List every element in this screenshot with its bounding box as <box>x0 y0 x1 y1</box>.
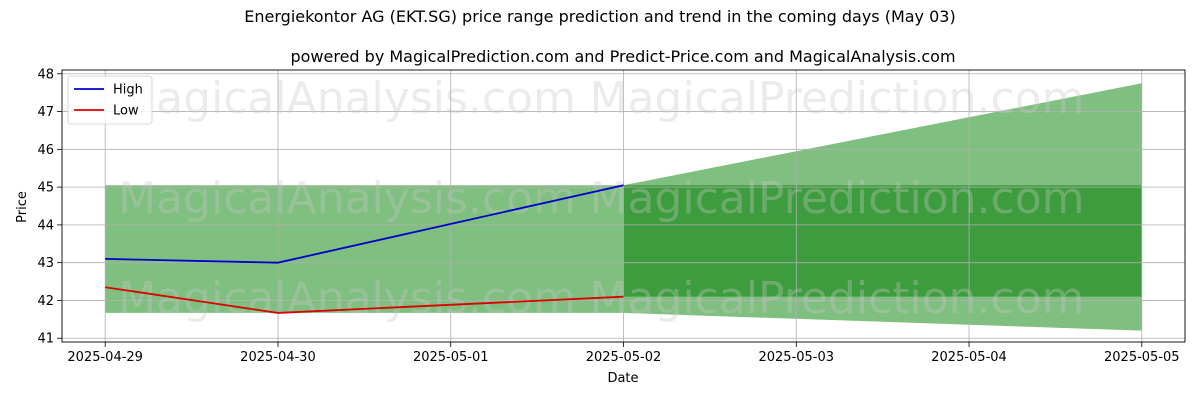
plot-frame <box>61 69 1186 343</box>
x-tick-label: 2025-05-03 <box>758 350 834 365</box>
watermark-text: MagicalAnalysis.com <box>118 273 576 324</box>
y-tick-label: 41 <box>37 332 54 347</box>
legend-label-low: Low <box>113 104 139 119</box>
watermark-text: MagicalPrediction.com <box>590 273 1085 324</box>
watermark-text: MagicalAnalysis.com <box>118 173 576 224</box>
y-tick-label: 48 <box>37 67 54 82</box>
chart-title: Energiekontor AG (EKT.SG) price range pr… <box>244 7 955 26</box>
x-tick-label: 2025-05-04 <box>931 350 1007 365</box>
legend-label-high: High <box>113 83 143 98</box>
historical-range-band <box>105 185 624 313</box>
y-tick-label: 45 <box>37 181 54 196</box>
y-tick-label: 43 <box>37 256 54 271</box>
watermark-text: MagicalPrediction.com <box>590 173 1085 224</box>
watermark-text: MagicalAnalysis.com <box>118 73 576 124</box>
y-axis-label: Price <box>15 191 30 223</box>
y-tick-label: 42 <box>37 294 54 309</box>
x-tick-label: 2025-05-02 <box>586 350 662 365</box>
series-line-high <box>105 184 624 264</box>
y-tick-label: 44 <box>37 218 54 233</box>
chart-subtitle: powered by MagicalPrediction.com and Pre… <box>290 47 955 66</box>
x-axis-label: Date <box>607 371 638 386</box>
plot-area: 2025-04-29 2025-04-30 2025-05-01 2025-05-02… <box>37 67 1186 365</box>
y-tick-label: 46 <box>37 143 54 158</box>
watermark-text: MagicalPrediction.com <box>590 73 1085 124</box>
prediction-core-band <box>623 185 1142 297</box>
x-tick-label: 2025-04-30 <box>240 350 316 365</box>
y-tick-label: 47 <box>37 105 54 120</box>
x-tick-label: 2025-05-01 <box>413 350 489 365</box>
legend-box <box>67 75 153 125</box>
x-tick-label: 2025-05-05 <box>1104 350 1180 365</box>
series-line-low <box>105 286 624 314</box>
x-tick-label: 2025-04-29 <box>67 350 143 365</box>
legend: High Low <box>67 75 153 125</box>
